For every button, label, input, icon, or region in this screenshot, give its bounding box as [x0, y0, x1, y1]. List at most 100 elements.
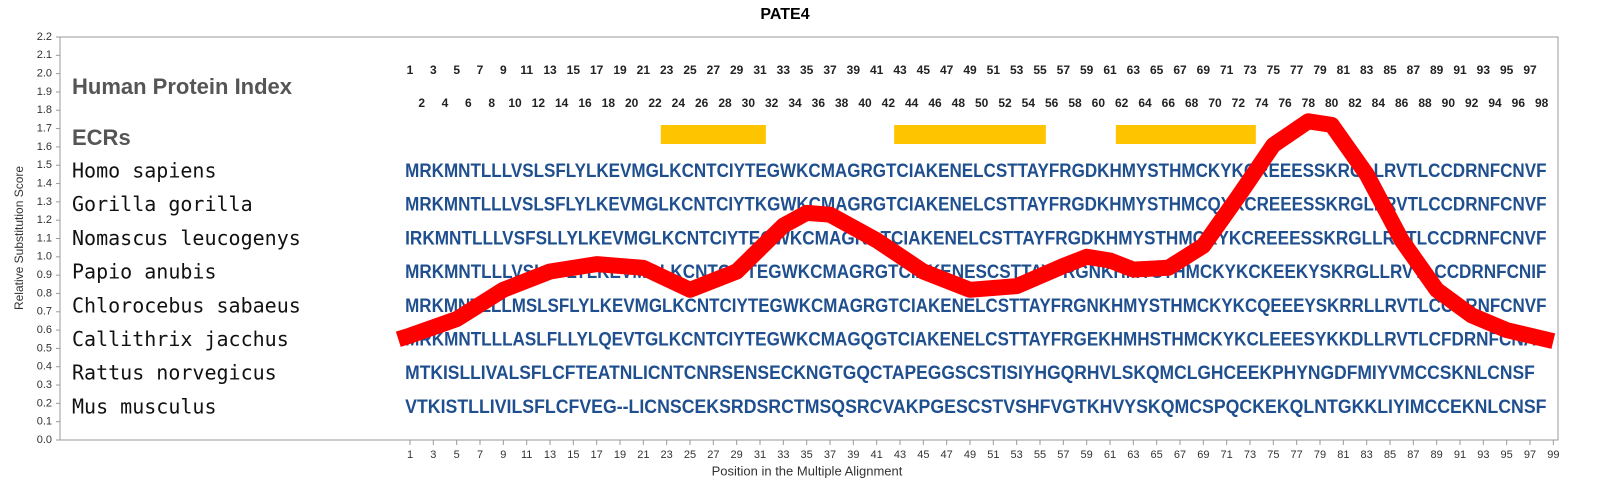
index-number: 76: [1278, 96, 1292, 110]
chart-title: PATE4: [760, 6, 809, 23]
x-tick-label: 37: [824, 449, 836, 461]
x-tick-label: 49: [964, 449, 976, 461]
y-tick-label: 1.2: [37, 214, 52, 226]
index-number: 90: [1442, 96, 1456, 110]
x-tick-label: 19: [614, 449, 626, 461]
index-number: 34: [788, 96, 802, 110]
sequence: MRKMNTLLLASLFLLYLQEVTGLKCNTCIYTEGWKCMAGQ…: [405, 330, 1546, 351]
x-tick-label: 59: [1081, 449, 1093, 461]
x-tick-label: 1: [407, 449, 413, 461]
x-tick-label: 15: [567, 449, 579, 461]
index-number: 31: [753, 63, 767, 77]
x-tick-label: 47: [941, 449, 953, 461]
index-number: 75: [1267, 63, 1281, 77]
index-number: 65: [1150, 63, 1164, 77]
x-tick-label: 71: [1221, 449, 1233, 461]
index-number: 60: [1092, 96, 1106, 110]
sequence: MRKMNTLLLMSLSFLYLKEVMGLKCNTCIYTEGWKCMAGR…: [405, 296, 1546, 317]
index-number: 70: [1208, 96, 1222, 110]
index-label: Human Protein Index: [72, 74, 293, 99]
y-tick-label: 1.5: [37, 159, 52, 171]
index-number: 89: [1430, 63, 1444, 77]
index-number: 27: [707, 63, 721, 77]
index-number: 53: [1010, 63, 1024, 77]
index-number: 26: [695, 96, 709, 110]
species-name: Gorilla gorilla: [72, 192, 253, 216]
index-number: 62: [1115, 96, 1129, 110]
y-tick-label: 1.3: [37, 196, 52, 208]
y-tick-label: 1.7: [37, 122, 52, 134]
index-number: 21: [637, 63, 651, 77]
y-tick-label: 0.8: [37, 287, 52, 299]
ecr-label: ECRs: [72, 125, 131, 150]
index-number: 2: [418, 96, 425, 110]
x-tick-label: 81: [1337, 449, 1349, 461]
index-number: 38: [835, 96, 849, 110]
species-name: Callithrix jacchus: [72, 327, 289, 351]
y-tick-label: 0.9: [37, 269, 52, 281]
x-tick-label: 31: [754, 449, 766, 461]
index-number: 56: [1045, 96, 1059, 110]
species-name: Rattus norvegicus: [72, 361, 277, 385]
x-tick-label: 41: [871, 449, 883, 461]
index-number: 85: [1383, 63, 1397, 77]
sequence: MRKMNTLLLVSLSFLYLKEVMGLKCNTCIYTKGWKCMAGR…: [405, 195, 1546, 216]
index-number: 49: [963, 63, 977, 77]
index-number: 83: [1360, 63, 1374, 77]
y-tick-label: 0.1: [37, 416, 52, 428]
index-number: 79: [1313, 63, 1327, 77]
x-tick-label: 75: [1267, 449, 1279, 461]
x-tick-label: 95: [1501, 449, 1513, 461]
x-tick-label: 93: [1477, 449, 1489, 461]
x-tick-label: 99: [1547, 449, 1559, 461]
index-number: 93: [1477, 63, 1491, 77]
species-name: Nomascus leucogenys: [72, 226, 301, 250]
index-number: 9: [500, 63, 507, 77]
index-number: 74: [1255, 96, 1269, 110]
x-tick-label: 89: [1431, 449, 1443, 461]
x-tick-label: 65: [1151, 449, 1163, 461]
index-number: 63: [1127, 63, 1141, 77]
index-number: 14: [555, 96, 569, 110]
index-number: 5: [453, 63, 460, 77]
index-number: 58: [1068, 96, 1082, 110]
index-number: 23: [660, 63, 674, 77]
y-tick-label: 0.6: [37, 324, 52, 336]
index-number: 45: [917, 63, 931, 77]
x-tick-label: 11: [521, 449, 532, 461]
species-name: Chlorocebus sabaeus: [72, 293, 301, 317]
index-number: 40: [858, 96, 872, 110]
index-number: 17: [590, 63, 604, 77]
sequence: MRKMNTLLLVSLSFLYLKEVMGLKCNTCIYTEGWKCMAGR…: [405, 262, 1546, 283]
index-number: 51: [987, 63, 1001, 77]
y-tick-label: 0.4: [37, 361, 52, 373]
sequence: IRKMNTLLLVSFSLLYLKEVMGLKCNTCIYTEGWKCMAGR…: [405, 228, 1546, 249]
index-number: 95: [1500, 63, 1514, 77]
index-number: 30: [742, 96, 756, 110]
x-tick-label: 23: [661, 449, 673, 461]
x-tick-label: 77: [1291, 449, 1303, 461]
index-number: 57: [1057, 63, 1071, 77]
index-number: 28: [718, 96, 732, 110]
x-tick-label: 33: [777, 449, 789, 461]
index-number: 33: [777, 63, 791, 77]
index-number: 22: [648, 96, 662, 110]
index-number: 59: [1080, 63, 1094, 77]
index-number: 96: [1512, 96, 1526, 110]
y-tick-label: 0.3: [37, 379, 52, 391]
x-tick-label: 3: [430, 449, 436, 461]
y-axis-label: Relative Substitution Score: [12, 166, 26, 310]
x-tick-label: 29: [731, 449, 743, 461]
x-tick-label: 53: [1011, 449, 1023, 461]
x-tick-label: 61: [1104, 449, 1116, 461]
x-tick-label: 83: [1361, 449, 1373, 461]
index-number: 3: [430, 63, 437, 77]
x-tick-label: 67: [1174, 449, 1186, 461]
index-number: 36: [812, 96, 826, 110]
x-tick-label: 13: [544, 449, 556, 461]
index-number: 66: [1162, 96, 1176, 110]
index-number: 4: [442, 96, 449, 110]
x-tick-label: 5: [454, 449, 460, 461]
index-number: 72: [1232, 96, 1246, 110]
x-tick-label: 57: [1057, 449, 1069, 461]
